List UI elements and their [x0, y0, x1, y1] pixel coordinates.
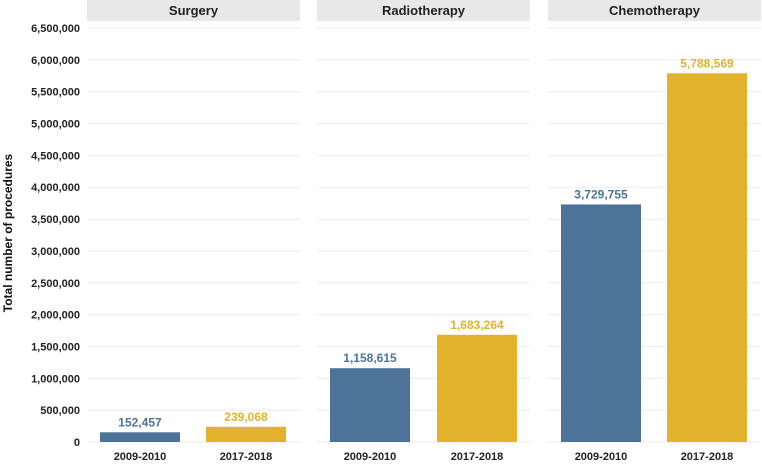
y-tick-label: 0	[74, 437, 80, 449]
y-tick-label: 1,000,000	[31, 373, 80, 385]
y-tick-label: 1,500,000	[31, 341, 80, 353]
panel-header	[548, 0, 761, 21]
panel-header	[317, 0, 530, 21]
x-tick-label: 2017-2018	[681, 451, 734, 463]
bar-surgery-2009-2010	[100, 432, 180, 442]
bar-radiotherapy-2009-2010	[330, 368, 410, 442]
data-label: 1,158,615	[343, 351, 397, 365]
y-tick-label: 5,000,000	[31, 119, 80, 131]
y-axis-title: Total number of procedures	[1, 153, 15, 312]
y-axis-ticks: 0 500,000 1,000,000 1,500,000 2,000,000 2,500…	[31, 23, 80, 449]
x-tick-label: 2017-2018	[220, 451, 273, 463]
y-tick-label: 2,000,000	[31, 310, 80, 322]
panel-surgery: Surgery 152,457 2009-2010 239,068 2017-2018	[87, 0, 300, 463]
data-label: 239,068	[224, 410, 268, 424]
y-tick-label: 4,000,000	[31, 182, 80, 194]
y-tick-label: 6,000,000	[31, 55, 80, 67]
panel-title: Radiotherapy	[382, 3, 466, 18]
data-label: 5,788,569	[680, 56, 734, 70]
bar-surgery-2017-2018	[206, 426, 286, 442]
y-tick-label: 500,000	[40, 405, 80, 417]
x-tick-label: 2009-2010	[575, 451, 628, 463]
panel-title: Surgery	[169, 3, 219, 18]
y-tick-label: 3,500,000	[31, 214, 80, 226]
data-label: 1,683,264	[450, 318, 504, 332]
y-tick-label: 2,500,000	[31, 278, 80, 290]
bar-chemotherapy-2017-2018	[667, 73, 747, 442]
y-tick-label: 6,500,000	[31, 23, 80, 35]
x-tick-label: 2009-2010	[114, 451, 167, 463]
panel-chemotherapy: Chemotherapy 3,729,755 2009-2010 5,788,569 2…	[548, 0, 761, 463]
x-tick-label: 2017-2018	[451, 451, 504, 463]
panel-radiotherapy: Radiotherapy 1,158,615 2009-2010 1,683,264 2…	[317, 0, 530, 463]
data-label: 152,457	[118, 415, 162, 429]
y-tick-label: 3,000,000	[31, 246, 80, 258]
y-tick-label: 4,500,000	[31, 150, 80, 162]
panel-title: Chemotherapy	[609, 3, 701, 18]
panel-header	[87, 0, 300, 21]
chart-panels: Surgery152,4572009-2010239,0682017-2018R…	[87, 0, 761, 463]
bar-chemotherapy-2009-2010	[561, 204, 641, 442]
y-tick-label: 5,500,000	[31, 87, 80, 99]
x-tick-label: 2009-2010	[344, 451, 397, 463]
bar-radiotherapy-2017-2018	[437, 334, 517, 442]
data-label: 3,729,755	[574, 187, 628, 201]
